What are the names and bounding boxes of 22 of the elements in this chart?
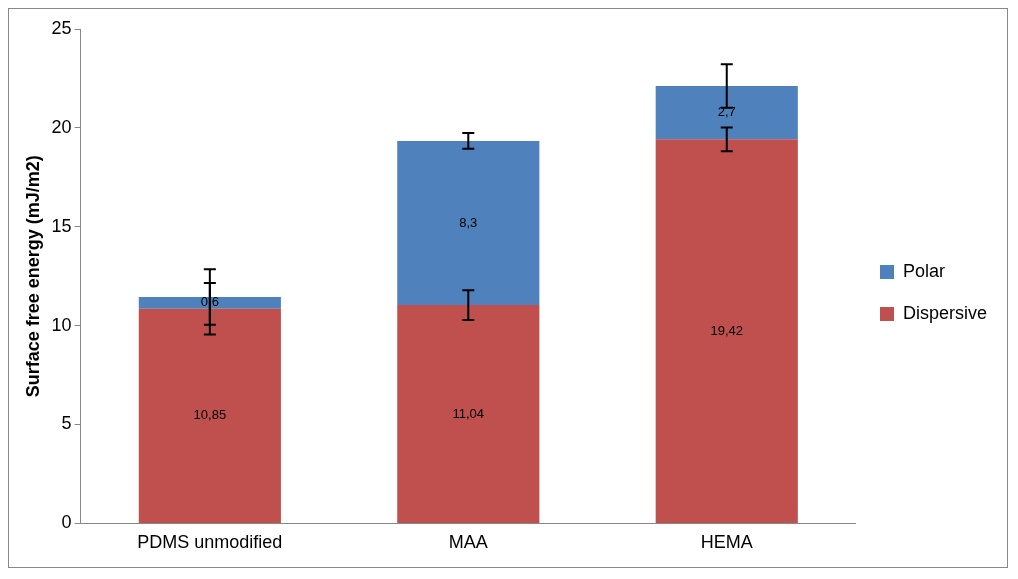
y-tick-label: 25 xyxy=(51,17,72,38)
x-tick-label: MAA xyxy=(448,532,488,553)
data-label: 11,04 xyxy=(452,405,485,421)
y-tick-label: 15 xyxy=(51,215,72,236)
data-label: 8,3 xyxy=(459,214,478,230)
bar xyxy=(138,296,281,309)
y-tick-label: 10 xyxy=(51,314,72,335)
bar xyxy=(397,140,540,306)
bar xyxy=(655,85,798,140)
y-tick-label: 20 xyxy=(51,116,72,137)
legend-label: Polar xyxy=(902,260,946,281)
y-tick-label: 5 xyxy=(61,413,72,434)
legend-label: Dispersive xyxy=(902,302,988,323)
y-axis-title: Surface free energy (mJ/m2) xyxy=(22,155,43,398)
data-label: 19,42 xyxy=(710,322,744,338)
x-tick-label: HEMA xyxy=(700,532,753,553)
x-tick-label: PDMS unmodified xyxy=(137,532,283,553)
data-label: 10,85 xyxy=(193,407,227,423)
bar xyxy=(655,139,798,523)
y-tick-label: 0 xyxy=(61,512,72,533)
bar xyxy=(397,305,540,523)
bar xyxy=(138,308,281,523)
